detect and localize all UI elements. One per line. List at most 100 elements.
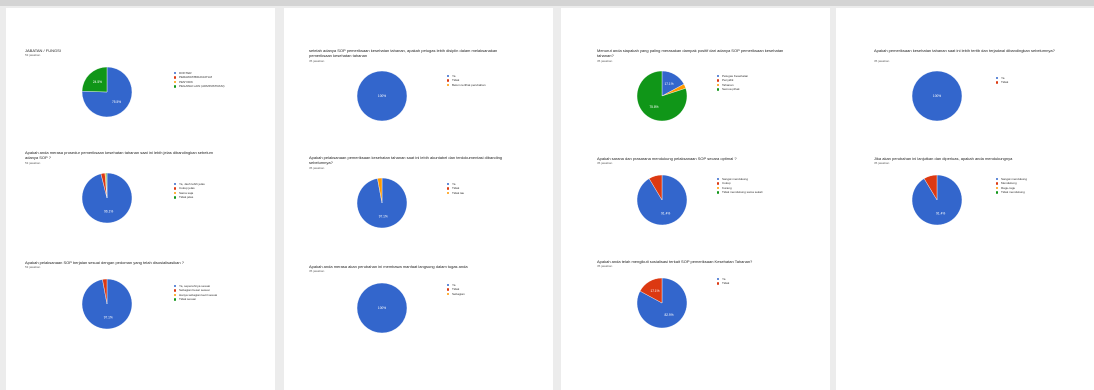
legend-item[interactable]: Sebagian xyxy=(447,292,465,296)
legend-item[interactable]: Ya xyxy=(717,277,729,281)
pie-slice-0 xyxy=(356,70,408,122)
legend-item[interactable]: Cukup jelas xyxy=(174,186,205,190)
legend-swatch xyxy=(996,178,999,181)
slice-label-0: 96.1% xyxy=(104,210,113,214)
legend-swatch xyxy=(174,285,177,288)
legend-item[interactable]: PEGAWAI LAIN (ADMINISTRASI) xyxy=(174,84,224,88)
legend-item[interactable]: Ya xyxy=(447,74,486,78)
legend-item[interactable]: Tahanan xyxy=(717,83,748,87)
question-title: Jika akan perubahan ini lanjutkan dan di… xyxy=(874,156,1013,161)
legend-item[interactable]: Mendukung xyxy=(996,181,1027,185)
legend-swatch xyxy=(717,83,720,87)
legend-label: Tidak mendukung sama sekali xyxy=(722,190,763,195)
pie-chart: 82.9% 17.1% xyxy=(636,277,688,329)
legend-item[interactable]: Hanya sebagian kecil sesuai xyxy=(174,293,217,297)
slice-label-0: 100% xyxy=(378,94,386,98)
legend-item[interactable]: Tidak sesuai xyxy=(174,297,217,301)
legend-item[interactable]: Tidak tau xyxy=(447,191,464,195)
legend-swatch xyxy=(174,191,177,195)
chart-manfaat-langsung: Apakah anda merasa akan perubahan ini me… xyxy=(284,264,553,379)
top-toolbar-strip xyxy=(0,0,1094,6)
legend-item[interactable]: Sama saja xyxy=(174,191,205,195)
legend-item[interactable]: Sangat mendukung xyxy=(996,177,1027,181)
legend-swatch xyxy=(174,293,177,297)
legend-label: Sebagian besar sesuai xyxy=(179,288,210,293)
pie-chart: 75.5% 24.5% xyxy=(81,66,133,118)
chart-petugas-disiplin: setelah adanya SOP pemeriksaan kesehatan… xyxy=(284,48,553,163)
legend-label: Ya xyxy=(1001,76,1005,80)
question-title: Apakah anda merasa akan perubahan ini me… xyxy=(309,264,468,269)
legend-label: Sama saja xyxy=(179,190,194,195)
legend-swatch xyxy=(996,191,999,194)
legend-item[interactable]: PERAWAT/BIDAN/ATLM xyxy=(174,75,224,79)
legend-item[interactable]: Tidak xyxy=(717,281,729,285)
legend-label: Ragu-ragu xyxy=(1001,185,1016,190)
legend-item[interactable]: Sebagian besar sesuai xyxy=(174,288,217,292)
legend-swatch xyxy=(717,178,720,181)
legend-item[interactable]: Tidak xyxy=(996,80,1008,84)
legend-label: Petugas Kesehatan xyxy=(722,74,749,78)
pie-chart: 97.1% xyxy=(356,177,408,229)
response-count: 35 jawaban xyxy=(309,269,325,273)
chart-legend: Petugas Kesehatan Penyidik Tahanan Semua pi… xyxy=(717,74,748,92)
legend-swatch xyxy=(447,79,450,82)
legend-label: Belum terlihat perubahan xyxy=(452,82,486,87)
legend-item[interactable]: PENYIDIK xyxy=(174,80,224,84)
legend-item[interactable]: Ya xyxy=(447,283,465,287)
legend-label: PENYIDIK xyxy=(179,79,194,84)
legend-swatch xyxy=(996,186,999,190)
pie-chart: 100% xyxy=(911,70,963,122)
legend-item[interactable]: Ya, sepenuhnya sesuai xyxy=(174,284,217,288)
legend-item[interactable]: Tidak mendukung xyxy=(996,190,1027,194)
legend-item[interactable]: Tidak xyxy=(447,186,464,190)
chart-sarana-prasarana: Apakah sarana dan prasarana mendukung pe… xyxy=(561,156,830,271)
response-count: 53 jawaban xyxy=(25,53,41,57)
chart-jabatan-fungsi: JABATAN / FUNGSI 53 jawaban 75.5% 24.5% DO… xyxy=(6,48,275,163)
pie-chart: 91.4% xyxy=(911,174,963,226)
legend-item[interactable]: Petugas Kesehatan xyxy=(717,74,748,78)
legend-item[interactable]: Cukup xyxy=(717,181,762,185)
chart-legend: Sangat mendukung Cukup Kurang Tidak menduku… xyxy=(717,177,762,195)
legend-item[interactable]: Tidak jelas xyxy=(174,195,205,199)
pie-slice-0 xyxy=(81,66,133,118)
legend-item[interactable]: Semua pihak xyxy=(717,87,748,91)
slice-label-3: 75.8% xyxy=(649,105,658,109)
pie-chart: 97.1% xyxy=(81,278,133,330)
legend-swatch xyxy=(174,72,177,75)
legend-item[interactable]: Tidak xyxy=(447,78,486,82)
chart-dampak-positif: Menurut anda siapakah yang paling merasa… xyxy=(561,48,830,163)
chart-legend: Ya Tidak Sebagian xyxy=(447,283,465,296)
legend-item[interactable]: Ya xyxy=(447,182,464,186)
legend-label: Sangat mendukung xyxy=(1001,177,1028,181)
legend-item[interactable]: Sangat mendukung xyxy=(717,177,762,181)
legend-item[interactable]: DOKTER xyxy=(174,71,224,75)
legend-swatch xyxy=(717,182,720,185)
legend-swatch xyxy=(174,80,177,84)
chart-akuntabel: Apakah pelaksanaan pemeriksaan kesehatan… xyxy=(284,155,553,270)
question-title: Apakah pelaksanaan SOP berjalan sesuai d… xyxy=(25,260,184,265)
pie-slice-0 xyxy=(911,70,963,122)
legend-swatch xyxy=(174,289,177,292)
response-count: 35 jawaban xyxy=(309,166,325,170)
pie-chart: 96.1% xyxy=(81,172,133,224)
legend-label: Tidak xyxy=(452,186,460,191)
legend-item[interactable]: Penyidik xyxy=(717,78,748,82)
legend-item[interactable]: Belum terlihat perubahan xyxy=(447,83,486,87)
chart-legend: DOKTER PERAWAT/BIDAN/ATLM PENYIDIK PEGAWAI … xyxy=(174,71,224,89)
legend-item[interactable]: Ya, Jauh lebih jelas xyxy=(174,182,205,186)
slice-label-1: 17.1% xyxy=(650,289,659,293)
pie-slice-1 xyxy=(639,277,663,304)
legend-item[interactable]: Ragu-ragu xyxy=(996,186,1027,190)
chart-legend: Ya Tidak Belum terlihat perubahan xyxy=(447,74,486,87)
question-title: setelah adanya SOP pemeriksaan kesehatan… xyxy=(309,48,498,59)
legend-item[interactable]: Kurang xyxy=(717,186,762,190)
slice-label-0: 100% xyxy=(933,94,941,98)
legend-swatch xyxy=(717,186,720,190)
legend-label: Tidak tau xyxy=(452,190,465,195)
legend-label: Tahanan xyxy=(722,82,734,87)
legend-item[interactable]: Tidak mendukung sama sekali xyxy=(717,190,762,194)
legend-item[interactable]: Tidak xyxy=(447,287,465,291)
legend-label: Ya xyxy=(722,277,726,281)
legend-item[interactable]: Ya xyxy=(996,76,1008,80)
pie-slice-2 xyxy=(377,177,383,204)
